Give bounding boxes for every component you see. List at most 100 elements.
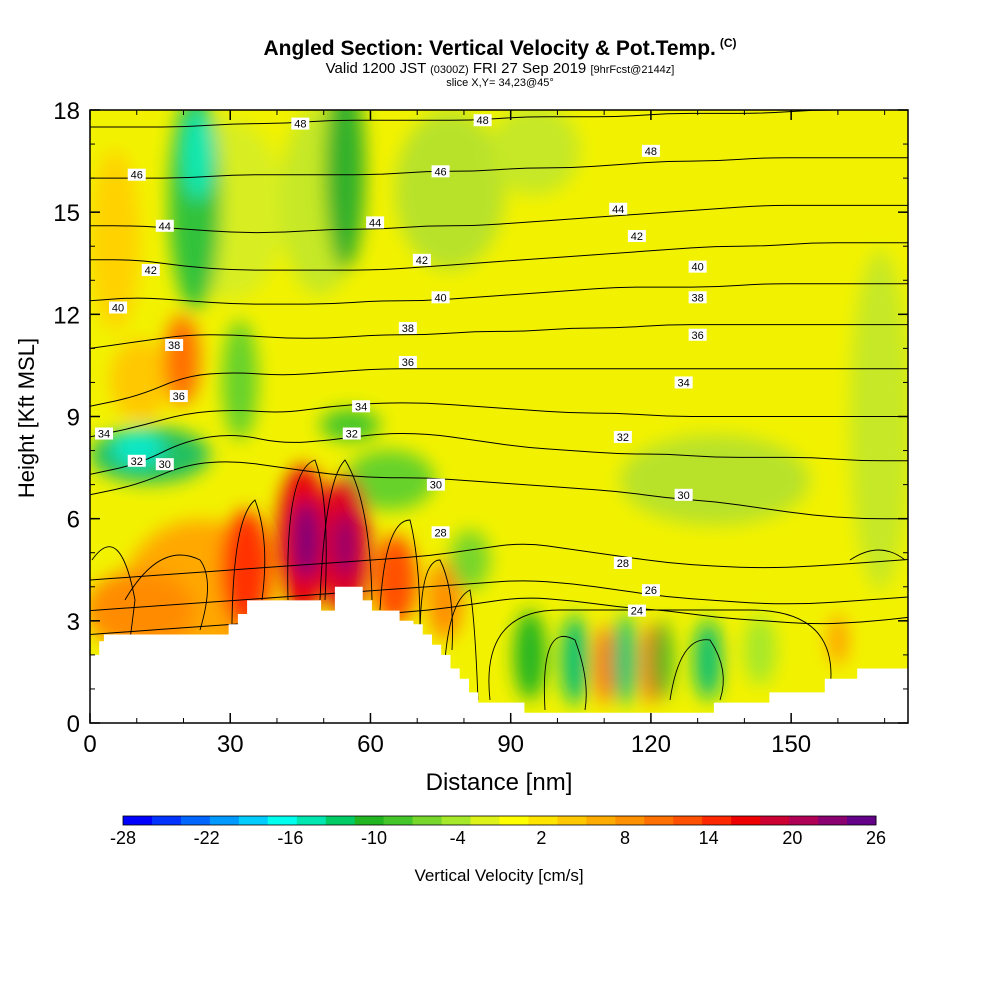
y-tick-label: 18	[53, 98, 80, 125]
svg-text:40: 40	[692, 262, 704, 274]
svg-text:38: 38	[402, 323, 414, 335]
x-axis-label: Distance [nm]	[426, 769, 573, 796]
isentrope-label-36: 36	[688, 328, 707, 342]
colorbar-swatch	[528, 816, 558, 825]
colorbar-swatch	[296, 816, 327, 825]
isentrope-label-44: 44	[366, 216, 385, 229]
x-tick-label: 120	[631, 731, 671, 758]
y-axis-label: Height [Kft MSL]	[14, 338, 39, 498]
svg-text:36: 36	[173, 391, 185, 403]
svg-text:48: 48	[645, 146, 657, 158]
svg-text:48: 48	[477, 115, 489, 127]
isentrope-46	[90, 157, 908, 179]
potential-temperature-isentropes	[90, 110, 908, 635]
colorbar-tick-label: -16	[277, 828, 303, 848]
y-axis: 0 3 6 9 12 15 18	[53, 98, 80, 738]
isentrope-28	[90, 543, 908, 581]
svg-text:40: 40	[112, 303, 124, 315]
isentrope-label-40: 40	[109, 301, 128, 315]
isentrope-label-36: 36	[398, 356, 417, 369]
svg-text:38: 38	[692, 292, 704, 304]
colorbar-swatch	[151, 816, 182, 825]
isentrope-label-42: 42	[412, 253, 431, 267]
svg-text:44: 44	[159, 221, 171, 233]
isentrope-label-46: 46	[127, 168, 146, 182]
colorbar-swatch	[789, 816, 819, 825]
colorbar-swatch	[499, 816, 529, 825]
terrain-mask	[90, 586, 908, 723]
colorbar-swatch	[238, 816, 269, 825]
colorbar-swatch	[354, 816, 385, 825]
isentrope-label-28: 28	[431, 526, 450, 539]
isentrope-label-38: 38	[165, 338, 184, 352]
colorbar-tick-label: -10	[361, 828, 387, 848]
colorbar-swatch	[383, 816, 414, 825]
isentrope-label-42: 42	[141, 264, 160, 277]
y-tick-label: 3	[67, 609, 80, 636]
isentrope-label-28: 28	[613, 556, 632, 570]
colorbar-swatch	[412, 816, 443, 825]
chart-title-text: Angled Section: Vertical Velocity & Pot.…	[263, 37, 716, 60]
subtitle-forecast: [9hrFcst@2144z]	[590, 64, 675, 76]
isentrope-label-24: 24	[627, 604, 646, 618]
isentrope-34	[90, 402, 908, 438]
svg-text:34: 34	[355, 401, 367, 413]
colorbar-tick-label: 14	[699, 828, 719, 848]
isentrope-label-38: 38	[398, 321, 417, 335]
colorbar-swatch	[818, 816, 848, 825]
colorbar-tick-label: -22	[194, 828, 220, 848]
svg-text:24: 24	[631, 606, 643, 618]
isentrope-label-36: 36	[169, 390, 188, 403]
subtitle-date: FRI 27 Sep 2019	[472, 60, 587, 77]
colorbar-swatch	[673, 816, 703, 825]
colorbar-swatch	[325, 816, 356, 825]
y-tick-label: 6	[67, 507, 80, 534]
svg-text:36: 36	[402, 357, 414, 369]
isentrope-label-48: 48	[641, 144, 660, 158]
y-tick-label: 0	[67, 711, 80, 738]
isentrope-26	[90, 580, 908, 612]
svg-text:32: 32	[131, 456, 143, 468]
isentrope-label-32: 32	[613, 430, 632, 444]
x-tick-label: 150	[771, 731, 811, 758]
colorbar-tick-label: 26	[866, 828, 886, 848]
chart-subtitle: Valid 1200 JST (0300Z) FRI 27 Sep 2019 […	[0, 60, 1000, 77]
colorbar-tick-label: -4	[450, 828, 466, 848]
isentrope-30	[90, 461, 908, 520]
svg-text:32: 32	[346, 429, 358, 441]
svg-text:34: 34	[98, 429, 110, 441]
colorbar-swatch	[441, 816, 472, 825]
subtitle-utc: (0300Z)	[430, 64, 469, 76]
isentrope-32	[90, 432, 908, 475]
svg-text:30: 30	[159, 459, 171, 471]
isentrope-label-38: 38	[688, 291, 707, 304]
copyright-mark: (C)	[719, 36, 737, 50]
svg-text:46: 46	[434, 166, 446, 178]
isentrope-label-26: 26	[641, 584, 660, 597]
x-tick-label: 30	[217, 731, 244, 758]
axis-ticks	[89, 109, 908, 724]
isentrope-label-30: 30	[674, 488, 693, 502]
colorbar-tick-label: -28	[110, 828, 136, 848]
isentrope-labels: 48 48 48 46 46 44 44 44 42 42 42 40 40 40 38 38 38 36 36 36…	[95, 114, 707, 618]
isentrope-label-46: 46	[431, 165, 450, 178]
isentrope-label-34: 34	[674, 376, 693, 389]
svg-text:28: 28	[434, 527, 446, 539]
svg-text:42: 42	[416, 255, 428, 267]
y-tick-label: 9	[67, 405, 80, 432]
isentrope-36	[90, 368, 908, 407]
isentrope-label-30: 30	[155, 458, 174, 471]
x-tick-label: 60	[357, 731, 384, 758]
svg-text:40: 40	[434, 292, 446, 304]
svg-text:48: 48	[294, 119, 306, 131]
svg-text:32: 32	[617, 432, 629, 444]
colorbar-label: Vertical Velocity [cm/s]	[414, 866, 583, 885]
colorbar-swatch	[267, 816, 298, 825]
chart-title: Angled Section: Vertical Velocity & Pot.…	[0, 36, 1000, 61]
isentrope-label-44: 44	[155, 219, 174, 233]
colorbar-swatch	[644, 816, 674, 825]
isentrope-label-42: 42	[627, 230, 646, 243]
colorbar-tick-label: 20	[782, 828, 802, 848]
svg-text:38: 38	[168, 340, 180, 352]
colorbar-swatch	[209, 816, 240, 825]
